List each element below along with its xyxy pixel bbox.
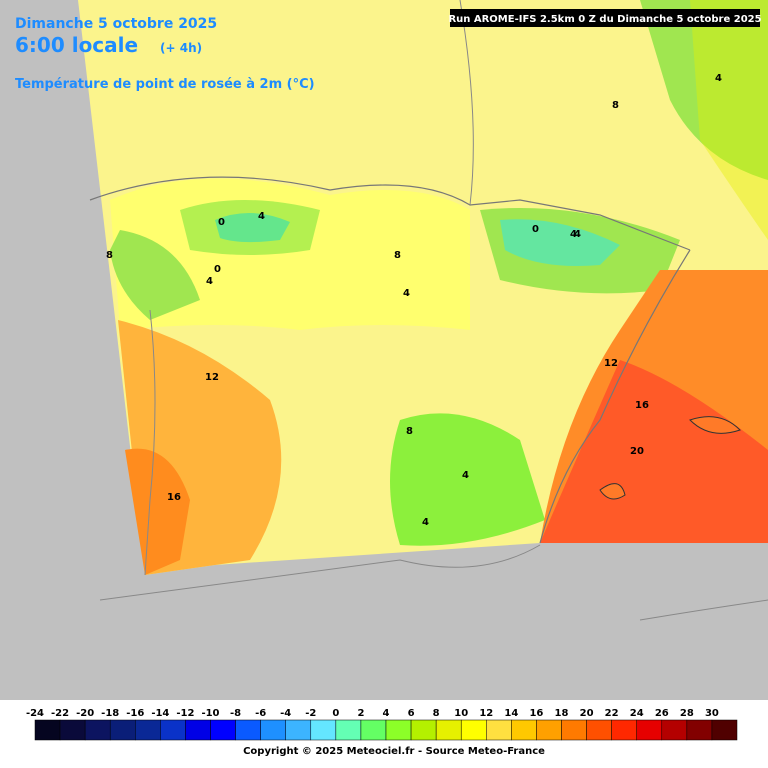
region-tint — [690, 0, 768, 240]
contour-label: 8 — [106, 250, 113, 261]
contour-label: 0 — [218, 217, 225, 228]
region-green3 — [110, 230, 200, 320]
colorbar-label: -2 — [305, 708, 316, 719]
contour-label: 4 — [715, 73, 722, 84]
colorbar-swatch — [611, 719, 637, 741]
colorbar-swatch — [59, 719, 86, 741]
colorbar-label: -10 — [201, 708, 219, 719]
region-green7 — [390, 413, 545, 546]
colorbar-label: -14 — [151, 708, 169, 719]
colorbar-swatch — [160, 719, 186, 741]
region-green6 — [640, 0, 768, 180]
offset: (+ 4h) — [160, 41, 202, 55]
colorbar-label: 26 — [655, 708, 669, 719]
colorbar-swatch — [310, 719, 337, 741]
contour-label: 12 — [205, 372, 219, 383]
border — [459, 0, 474, 206]
parameter: Température de point de rosée à 2m (°C) — [15, 77, 315, 92]
contour-label: 12 — [604, 358, 618, 369]
colorbar-label: -22 — [51, 708, 69, 719]
region-green5 — [500, 219, 620, 266]
colorbar-swatch — [686, 719, 713, 741]
contour-label: 8 — [612, 100, 619, 111]
colorbar-label: -20 — [76, 708, 94, 719]
colorbar-swatch — [185, 719, 211, 741]
colorbar-label: 16 — [529, 708, 543, 719]
colorbar-swatch — [109, 719, 136, 741]
colorbar-label: 8 — [433, 708, 440, 719]
copyright: Copyright © 2025 Meteociel.fr - Source M… — [243, 746, 545, 757]
colorbar-label: -16 — [126, 708, 144, 719]
colorbar-label: -12 — [176, 708, 194, 719]
contour-label: 0 — [532, 224, 539, 235]
colorbar-label: 6 — [408, 708, 415, 719]
colorbar-label: -24 — [26, 708, 44, 719]
colorbar-swatch — [711, 719, 738, 741]
colorbar-swatch — [385, 719, 412, 741]
colorbar-swatch — [636, 719, 663, 741]
colorbar-label: 28 — [680, 708, 694, 719]
colorbar-swatch — [210, 719, 236, 741]
colorbar-label: 2 — [357, 708, 364, 719]
colorbar-swatch — [586, 719, 612, 741]
colorbar-label: 22 — [605, 708, 619, 719]
colorbar-swatch — [460, 719, 487, 741]
coast-south — [99, 544, 768, 621]
run: Run AROME-IFS 2.5km 0 Z du Dimanche 5 oc… — [448, 14, 761, 25]
colorbar-label: 0 — [332, 708, 339, 719]
colorbar-label: 30 — [705, 708, 719, 719]
colorbar-swatch — [486, 719, 512, 741]
contour-label: 20 — [630, 446, 644, 457]
colorbar-swatch — [561, 719, 587, 741]
contour-label: 16 — [167, 492, 181, 503]
contour-label: 16 — [635, 400, 649, 411]
colorbar-label: 24 — [630, 708, 644, 719]
border2 — [144, 309, 156, 576]
islands — [599, 416, 741, 500]
region-sea-red — [540, 360, 768, 543]
colorbar-label: 14 — [504, 708, 518, 719]
coastline — [89, 176, 691, 251]
colorbar-swatch — [285, 719, 312, 741]
contour-label: 4 — [403, 288, 410, 299]
contour-label: 4 — [570, 229, 577, 240]
colorbar-swatch — [34, 719, 61, 741]
colorbar-swatch — [661, 719, 688, 741]
colorbar-swatch — [235, 719, 261, 741]
date: Dimanche 5 octobre 2025 — [15, 16, 217, 32]
colorbar-swatch — [410, 719, 437, 741]
colorbar-swatch — [360, 719, 387, 741]
colorbar-swatch — [435, 719, 462, 741]
colorbar-swatch — [536, 719, 562, 741]
colorbar-label: -18 — [101, 708, 119, 719]
colorbar-label: 10 — [454, 708, 468, 719]
contour-label: 4 — [258, 211, 265, 222]
contour-label: 8 — [406, 426, 413, 437]
colorbar-swatch — [135, 719, 161, 741]
colorbar-label: -4 — [280, 708, 291, 719]
contour-label: 8 — [394, 250, 401, 261]
region-orange2 — [125, 448, 190, 575]
colorbar-label: 18 — [555, 708, 569, 719]
colorbar-label: 20 — [580, 708, 594, 719]
colorbar-label: 12 — [479, 708, 493, 719]
colorbar-label: -6 — [255, 708, 266, 719]
time: 6:00 locale — [15, 33, 138, 57]
colorbar-swatch — [84, 719, 111, 741]
colorbar-label: -8 — [230, 708, 241, 719]
region-green2 — [215, 212, 290, 243]
contour-label: 4 — [574, 229, 581, 240]
contour-label: 4 — [462, 470, 469, 481]
colorbar-swatch — [335, 719, 362, 741]
colorbar-label: 4 — [383, 708, 390, 719]
colorbar-swatch — [511, 719, 537, 741]
colorbar-swatch — [260, 719, 286, 741]
contour-label: 0 — [214, 264, 221, 275]
contour-label: 4 — [422, 517, 429, 528]
run-box — [450, 9, 760, 27]
coast-east — [539, 249, 691, 544]
contour-label: 4 — [206, 276, 213, 287]
